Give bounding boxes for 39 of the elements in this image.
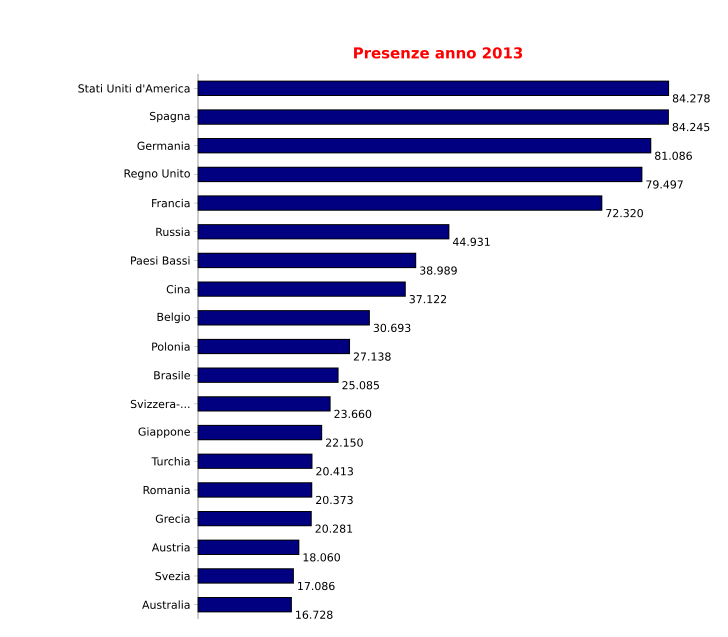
data-label: 30.693 xyxy=(374,324,410,332)
y-tick-label: Grecia xyxy=(156,514,190,523)
y-tick-label: Svezia xyxy=(156,572,190,580)
y-tick-label: Belgio xyxy=(158,312,190,324)
y-tick-label: Polonia xyxy=(152,342,190,351)
data-label: 25.085 xyxy=(342,381,379,390)
data-label: 20.281 xyxy=(316,524,352,533)
chart-title: Presenze anno 2013 xyxy=(354,47,522,59)
y-tick-label: Australia xyxy=(142,600,190,609)
data-label: 72.320 xyxy=(606,208,643,218)
data-label: 22.150 xyxy=(326,438,363,447)
data-label: 84.245 xyxy=(672,122,710,132)
data-label: 37.122 xyxy=(410,295,446,304)
y-tick-label: Brasile xyxy=(154,370,190,380)
y-tick-label: Russia xyxy=(156,228,190,236)
y-tick-label: Germania xyxy=(137,141,190,150)
data-label: 84.278 xyxy=(672,94,710,103)
y-tick-label: Svizzera-... xyxy=(130,400,190,408)
data-label: 27.138 xyxy=(354,352,391,361)
y-tick-label: Cina xyxy=(166,284,190,294)
y-tick-label: Francia xyxy=(152,198,190,208)
data-label: 38.989 xyxy=(420,266,457,275)
data-label: 18.060 xyxy=(304,553,340,562)
data-label: 17.086 xyxy=(298,582,335,590)
y-tick-label: Austria xyxy=(152,543,190,552)
y-tick-label: Regno Unito xyxy=(124,169,190,180)
y-tick-label: Turchia xyxy=(151,457,190,466)
data-label: 20.373 xyxy=(316,496,353,504)
data-label: 23.660 xyxy=(334,410,372,418)
y-tick-label: Romania xyxy=(144,486,190,494)
data-label: 79.497 xyxy=(646,180,683,189)
data-label: 44.931 xyxy=(452,238,490,246)
data-label: 81.086 xyxy=(655,152,692,160)
y-tick-label: Paesi Bassi xyxy=(131,256,190,265)
y-tick-label: Stati Uniti d'America xyxy=(78,84,190,93)
y-tick-label: Spagna xyxy=(150,112,190,122)
data-label: 16.728 xyxy=(296,610,333,619)
data-label: 20.413 xyxy=(316,467,353,476)
y-tick-label: Giappone xyxy=(138,427,190,438)
